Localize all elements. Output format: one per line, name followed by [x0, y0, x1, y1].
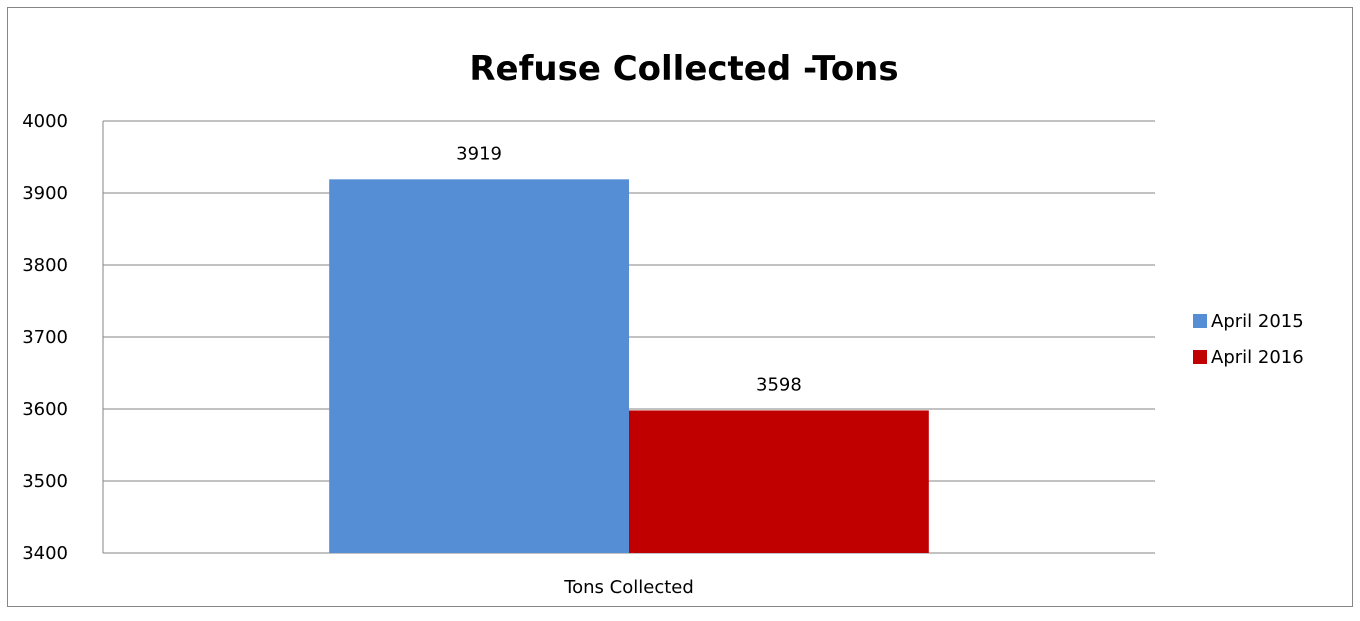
data-label: 3598 — [756, 374, 802, 395]
y-tick-label: 4000 — [22, 111, 68, 132]
chart-title: Refuse Collected -Tons — [469, 49, 898, 89]
bar-chart: Refuse Collected -Tons 34003500360037003… — [22, 49, 1304, 598]
y-tick-label: 3400 — [22, 543, 68, 564]
y-tick-label: 3700 — [22, 327, 68, 348]
bars — [329, 179, 929, 553]
y-tick-label: 3800 — [22, 255, 68, 276]
y-tick-label: 3900 — [22, 183, 68, 204]
bar-april-2015 — [329, 179, 629, 553]
legend: April 2015 April 2016 — [1193, 311, 1304, 368]
data-label: 3919 — [456, 143, 502, 164]
y-tick-label: 3600 — [22, 399, 68, 420]
y-tick-label: 3500 — [22, 471, 68, 492]
axes: 3400 3500 3600 3700 3800 3900 4000 Tons Collect… — [22, 111, 694, 598]
data-labels: 3919 3598 — [456, 143, 802, 395]
legend-label: April 2015 — [1211, 311, 1304, 332]
chart-frame: Refuse Collected -Tons 3400 3500 3600 3700 3… — [7, 7, 1353, 607]
legend-label: April 2016 — [1211, 347, 1304, 368]
x-tick-label: Tons Collected — [563, 577, 694, 598]
legend-swatch — [1193, 314, 1207, 328]
legend-swatch — [1193, 350, 1207, 364]
bar-april-2016 — [629, 410, 929, 553]
